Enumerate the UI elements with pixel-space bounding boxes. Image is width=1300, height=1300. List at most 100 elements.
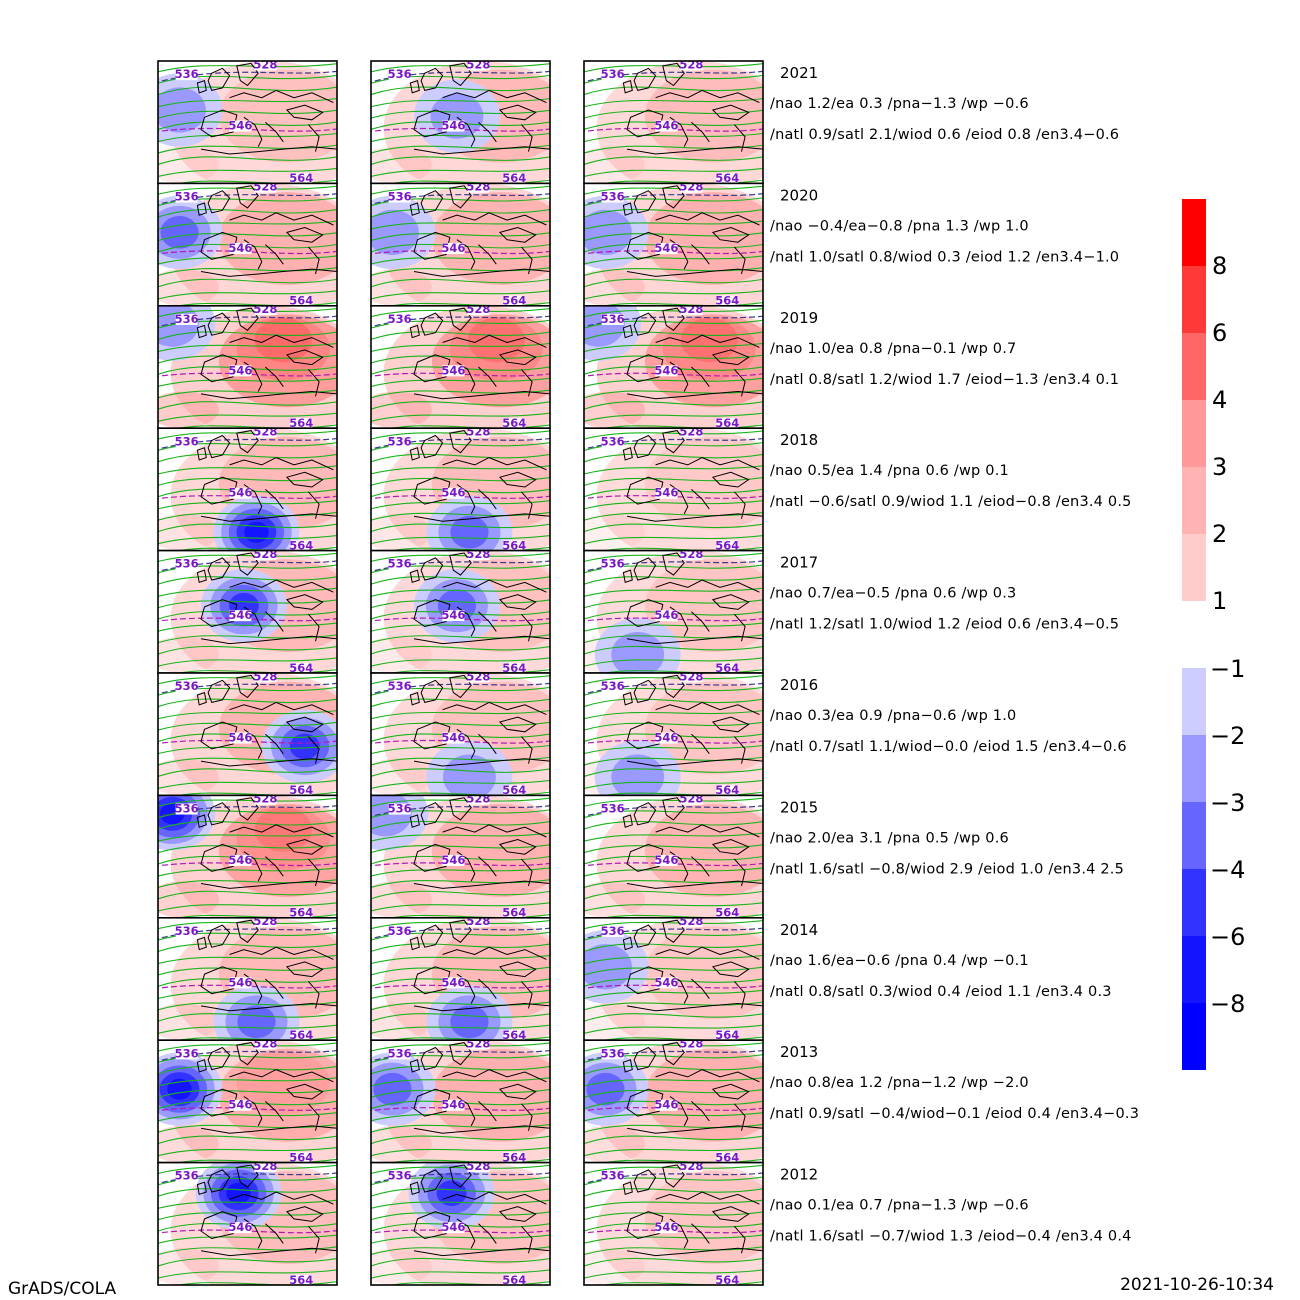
contour-label: 564 [502, 906, 526, 920]
map-panel: 536 528 546 564 [158, 61, 337, 184]
thickness-line-546 [371, 862, 550, 867]
height-contours [158, 185, 337, 306]
thickness-line-528 [584, 560, 763, 573]
contour-label: 564 [502, 538, 526, 552]
contour-label-bg [467, 795, 490, 805]
contour-label: 564 [502, 1028, 526, 1042]
thickness-line-546 [584, 1107, 763, 1112]
contour-label: 528 [253, 792, 277, 806]
contour-label: 546 [441, 1220, 465, 1234]
index-line-2: /natl 1.6/satl −0.8/wiod 2.9 /eiod 1.0 /… [770, 861, 1124, 877]
contour-label-bg [467, 1040, 490, 1050]
thickness-line-528 [371, 437, 550, 450]
contour-label-bg [290, 417, 313, 429]
contour-label: 564 [502, 294, 526, 308]
contour-label: 528 [466, 425, 490, 439]
contour-label: 564 [289, 783, 313, 797]
contour-label-bg [680, 61, 703, 71]
contour-label: 528 [679, 57, 703, 71]
contour-label-bg [716, 1274, 739, 1285]
contour-label-bg [655, 242, 678, 254]
contour-label-bg [716, 907, 739, 918]
contour-label: 536 [175, 67, 199, 81]
warm-anomaly-shading [371, 305, 550, 429]
contour-label-bg [388, 681, 411, 693]
map-panel: 536 528 546 564 [158, 425, 337, 551]
contour-label-bg [503, 1029, 526, 1041]
contour-label-bg [655, 365, 678, 377]
height-contours [158, 675, 337, 796]
contour-label-bg [254, 1162, 277, 1172]
coastlines [622, 674, 763, 767]
contour-label: 536 [388, 190, 412, 204]
thickness-line-546 [584, 1229, 763, 1234]
contour-label-bg [254, 305, 277, 316]
thickness-line-546 [158, 1229, 337, 1234]
thickness-line-546 [158, 862, 337, 867]
contour-label-bg [503, 173, 526, 184]
thickness-line-546 [584, 495, 763, 500]
coastlines [196, 1164, 337, 1257]
cold-anomaly-shading [158, 195, 223, 270]
index-line-2: /natl 0.9/satl 2.1/wiod 0.6 /eiod 0.8 /e… [770, 127, 1119, 143]
warm-anomaly-shading [584, 428, 763, 551]
thickness-line-528 [158, 315, 337, 328]
contour-label: 546 [441, 1098, 465, 1112]
cold-anomaly-shading [158, 1052, 223, 1126]
coastlines [196, 430, 337, 522]
contour-label-bg [290, 173, 313, 184]
contour-label: 564 [289, 1150, 313, 1164]
map-panel: 536 528 546 564 [584, 428, 763, 552]
thickness-line-546 [584, 617, 763, 622]
warm-anomaly-shading [158, 1040, 337, 1163]
contour-label-bg [290, 785, 313, 796]
contour-label-bg [601, 69, 624, 81]
contour-label: 528 [466, 914, 490, 928]
contour-label: 528 [679, 547, 703, 561]
index-line-1: /nao 2.0/ea 3.1 /pna 0.5 /wp 0.6 [770, 830, 1009, 846]
contour-label-bg [175, 681, 198, 693]
cold-anomaly-shading [584, 930, 649, 1004]
contour-label-bg [467, 61, 490, 71]
coastlines [622, 62, 763, 155]
contour-label-bg [716, 417, 739, 429]
thickness-line-528 [158, 1049, 337, 1062]
contour-label: 528 [466, 669, 490, 683]
thickness-line-528 [158, 805, 337, 817]
contour-label-bg [601, 1048, 624, 1060]
contour-label: 564 [502, 661, 526, 675]
contour-label: 546 [228, 119, 252, 133]
contour-label: 536 [388, 1046, 412, 1060]
colorbar-tick-label: −4 [1210, 856, 1245, 884]
contour-label-bg [467, 550, 490, 560]
contour-label-bg [601, 1170, 624, 1182]
contour-label-bg [442, 365, 465, 377]
contour-label: 546 [654, 731, 678, 745]
contour-label-bg [388, 1170, 411, 1182]
contour-label-bg [254, 917, 277, 928]
index-line-1: /nao 0.3/ea 0.9 /pna−0.6 /wp 1.0 [770, 708, 1016, 724]
contour-label: 564 [715, 538, 739, 552]
contour-label: 546 [228, 486, 252, 500]
contour-label: 536 [601, 924, 625, 938]
contour-label: 564 [715, 416, 739, 430]
colorbar-swatch-positive [1182, 534, 1206, 601]
map-panel: 536 528 546 564 [158, 305, 337, 429]
contour-label-bg [503, 1274, 526, 1285]
contour-label-bg [442, 977, 465, 989]
contour-label: 536 [175, 190, 199, 204]
contour-label-bg [229, 242, 252, 254]
contour-label: 528 [253, 425, 277, 439]
contour-label-bg [442, 610, 465, 622]
contour-label-bg [442, 1222, 465, 1234]
thickness-line-528 [584, 193, 763, 205]
thickness-line-528 [584, 805, 763, 817]
contour-label: 564 [502, 416, 526, 430]
contour-label-bg [503, 1152, 526, 1163]
height-contours [371, 552, 550, 673]
map-panel: 536 528 546 564 [584, 795, 763, 918]
map-panel: 536 528 546 564 [371, 1040, 550, 1163]
contour-label-bg [716, 1152, 739, 1163]
index-line-1: /nao 1.0/ea 0.8 /pna−0.1 /wp 0.7 [770, 341, 1016, 357]
